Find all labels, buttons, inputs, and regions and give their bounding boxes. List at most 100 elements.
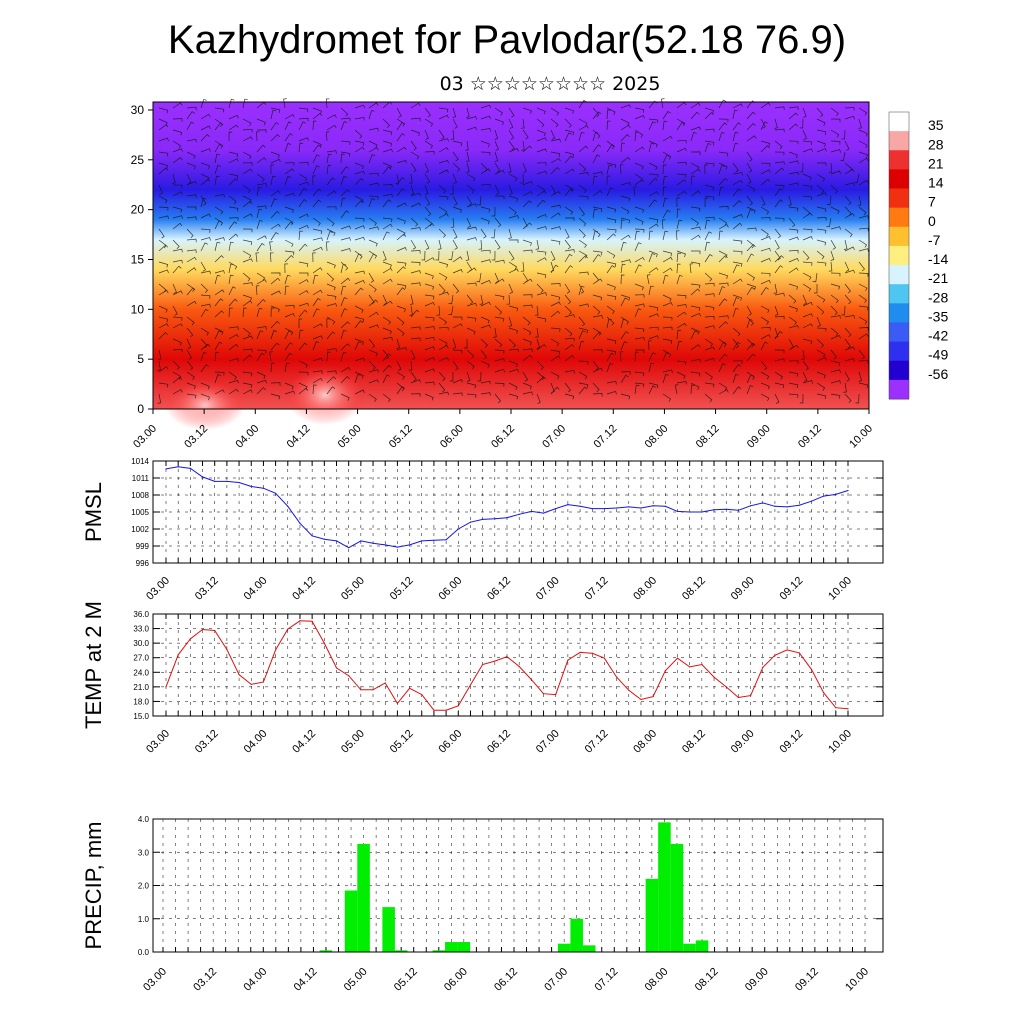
wind-barb: [494, 184, 500, 195]
wind-barb: [326, 206, 337, 210]
wind-barb: [648, 191, 659, 197]
wind-barb: [298, 318, 303, 328]
wind-barb: [606, 349, 617, 355]
wind-barb: [550, 239, 561, 245]
wind-barb: [200, 237, 211, 241]
wind-barb: [382, 118, 390, 128]
wind-barb: [270, 320, 280, 329]
data-point: [652, 505, 654, 507]
wind-barb: [508, 173, 518, 182]
wind-barb: [760, 228, 769, 237]
wind-barb: [368, 198, 376, 208]
wind-barb: [284, 382, 294, 390]
wind-barb: [508, 360, 518, 368]
wind-barb: [508, 393, 519, 400]
precip-bar: [319, 950, 333, 952]
wind-barb: [578, 250, 588, 259]
wind-barb: [676, 173, 687, 178]
wind-barb: [841, 305, 846, 316]
wind-barb: [536, 371, 545, 381]
wind-barb: [480, 140, 490, 148]
wind-barb: [774, 188, 783, 197]
wind-barb: [452, 256, 463, 263]
wind-barb: [620, 263, 626, 274]
wind-barb: [718, 286, 726, 296]
wind-barb: [158, 332, 168, 340]
wind-barb: [606, 120, 611, 131]
data-point: [628, 506, 630, 508]
wind-barb: [788, 217, 796, 228]
wind-barb: [508, 368, 519, 373]
wind-barb: [816, 140, 826, 148]
data-point: [542, 512, 545, 514]
wind-barb: [676, 322, 687, 329]
wind-barb: [452, 323, 463, 329]
wind-barb: [298, 137, 309, 142]
wind-barb: [424, 283, 435, 290]
wind-barb: [826, 217, 832, 228]
data-point: [311, 535, 313, 537]
wind-barb: [690, 234, 701, 241]
wind-barb: [746, 184, 756, 193]
wind-barb: [186, 194, 197, 198]
y-tick-label: 33.0: [133, 625, 149, 634]
wind-barb: [437, 239, 442, 250]
wind-barb: [312, 217, 321, 226]
wind-barb: [732, 180, 743, 186]
wind-barb: [648, 253, 656, 263]
wind-barb: [732, 341, 741, 351]
data-point: [262, 681, 265, 683]
wind-barb: [478, 239, 483, 250]
wind-barb: [214, 237, 225, 241]
colorbar-swatch: [889, 131, 909, 151]
wind-barb: [704, 216, 715, 221]
wind-barb: [214, 241, 221, 252]
wind-barb: [508, 382, 518, 390]
x-tick-label: 06.12: [485, 728, 513, 756]
wind-barb: [606, 265, 615, 274]
wind-barb: [270, 175, 276, 186]
wind-barb: [186, 316, 195, 326]
wind-barb: [158, 305, 168, 313]
wind-barb: [354, 320, 364, 329]
wind-barb: [788, 151, 798, 159]
wind-barb: [438, 357, 449, 362]
wind-barb: [774, 161, 785, 165]
wind-barb: [298, 161, 309, 166]
wind-barb: [634, 337, 645, 341]
wind-barb: [648, 305, 659, 311]
wind-barb: [830, 250, 835, 261]
x-tick-label: 08.12: [680, 575, 708, 603]
wind-barb: [186, 162, 196, 170]
wind-barb: [186, 300, 197, 307]
wind-barb: [522, 391, 533, 396]
wind-barb: [214, 327, 224, 335]
wind-barb: [816, 217, 827, 221]
wind-barb: [450, 217, 455, 228]
data-point: [616, 507, 618, 509]
wind-barb: [760, 195, 766, 206]
y-tick-label: 5: [137, 352, 144, 366]
wind-barb: [200, 343, 211, 351]
wind-barb: [368, 250, 378, 259]
wind-barb: [550, 386, 560, 395]
wind-barb: [465, 151, 470, 162]
wind-barb: [690, 382, 700, 391]
wind-barb: [410, 282, 421, 286]
wind-barb: [760, 341, 769, 351]
wind-barb: [508, 129, 514, 140]
colorbar-label: 35: [928, 117, 944, 133]
wind-barb: [746, 173, 752, 184]
wind-barb: [494, 349, 505, 354]
x-tick-label: 08.12: [680, 728, 708, 756]
wind-barb: [662, 151, 672, 160]
wind-barb: [494, 217, 502, 228]
wind-barb: [676, 329, 682, 340]
wind-barb: [732, 122, 742, 131]
wind-barb: [844, 261, 850, 272]
wind-barb: [830, 206, 840, 214]
wind-barb: [382, 336, 393, 341]
wind-barb: [214, 270, 225, 274]
precip-bar: [570, 918, 583, 952]
